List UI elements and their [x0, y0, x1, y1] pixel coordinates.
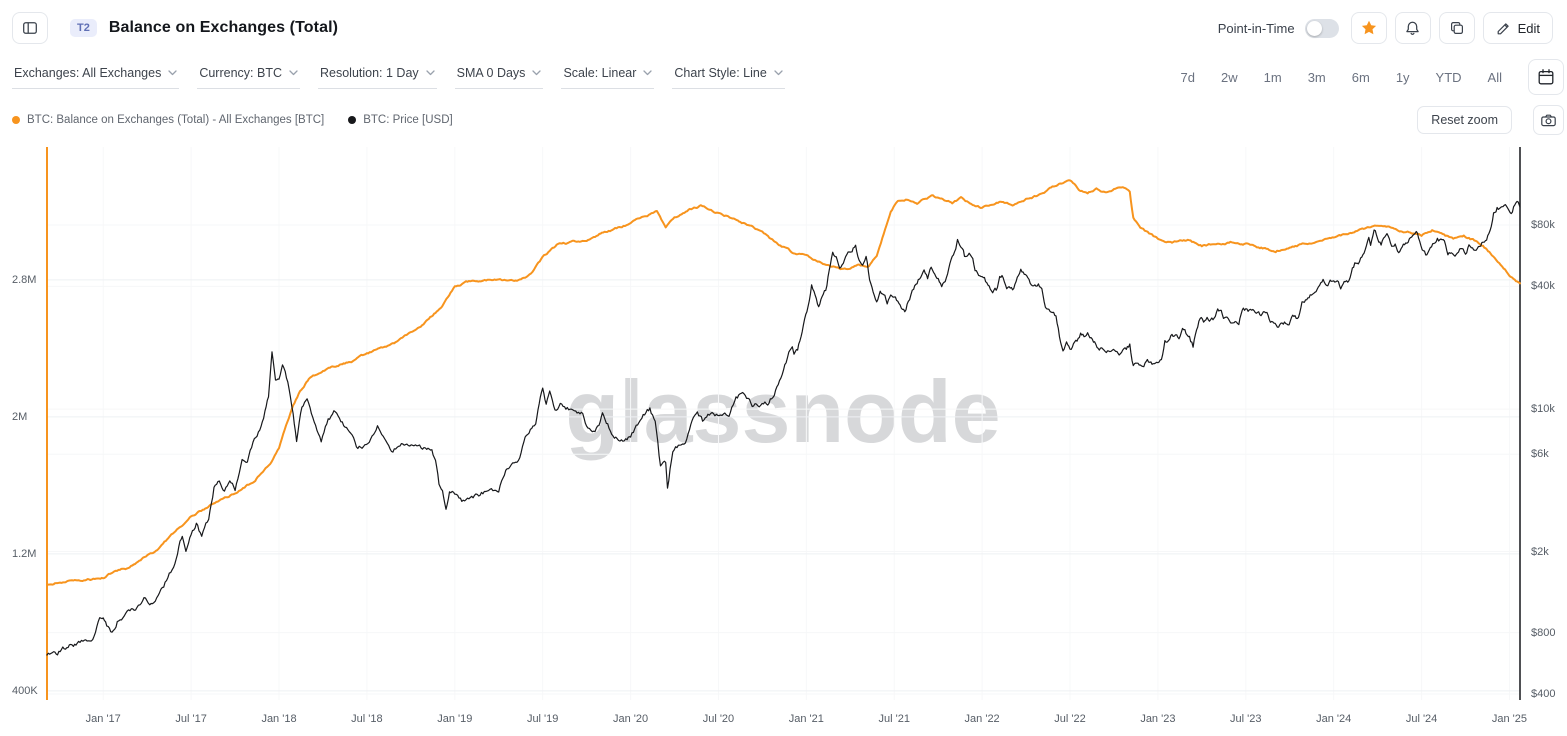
- point-in-time-toggle[interactable]: [1304, 18, 1339, 38]
- filter-chart-style-label: Chart Style: Line: [674, 65, 767, 80]
- camera-icon: [1541, 114, 1556, 126]
- legend-items: BTC: Balance on Exchanges (Total) - All …: [12, 114, 453, 126]
- left-axis-tick-label: 2.8M: [12, 273, 37, 286]
- legend-bar: BTC: Balance on Exchanges (Total) - All …: [0, 101, 1567, 139]
- bell-icon: [1406, 21, 1419, 35]
- x-axis-tick-label: Jul '22: [1054, 713, 1086, 725]
- range-button-6m[interactable]: 6m: [1351, 69, 1370, 85]
- legend-dot: [348, 116, 357, 124]
- chevron-down-icon: [774, 69, 783, 75]
- reset-zoom-button[interactable]: Reset zoom: [1417, 106, 1512, 134]
- favorite-button[interactable]: [1350, 12, 1387, 44]
- filter-exchanges[interactable]: Exchanges: All Exchanges: [12, 65, 180, 89]
- filter-chart-style[interactable]: Chart Style: Line: [672, 65, 785, 89]
- x-axis-tick-label: Jan '25: [1491, 713, 1528, 725]
- x-axis-tick-label: Jan '20: [612, 713, 649, 725]
- chevron-down-icon: [426, 69, 435, 75]
- range-button-7d[interactable]: 7d: [1180, 69, 1195, 85]
- filter-currency[interactable]: Currency: BTC: [197, 66, 300, 89]
- range-button-all[interactable]: All: [1487, 69, 1502, 85]
- range-button-1m[interactable]: 1m: [1263, 69, 1282, 85]
- right-axis-tick-label: $400: [1531, 688, 1556, 701]
- legend-item-1[interactable]: BTC: Price [USD]: [348, 114, 453, 126]
- copy-button[interactable]: [1438, 12, 1475, 44]
- right-axis-tick-label: $6k: [1531, 448, 1549, 461]
- legend-item-0[interactable]: BTC: Balance on Exchanges (Total) - All …: [12, 114, 324, 126]
- right-axis-tick-label: $10k: [1531, 403, 1555, 416]
- header: T2 Balance on Exchanges (Total) Point-in…: [0, 0, 1567, 56]
- filter-scale-label: Scale: Linear: [563, 65, 637, 80]
- alerts-button[interactable]: [1394, 12, 1431, 44]
- x-axis-tick-label: Jan '23: [1140, 713, 1176, 725]
- chevron-down-icon: [643, 69, 653, 75]
- left-axis-tick-label: 2M: [12, 410, 28, 423]
- toggle-knob: [1306, 20, 1322, 36]
- filter-resolution[interactable]: Resolution: 1 Day: [317, 65, 437, 89]
- x-axis-tick-label: Jan '24: [1316, 713, 1352, 725]
- x-axis-tick-label: Jan '21: [788, 713, 824, 725]
- calendar-icon: [1538, 69, 1554, 85]
- filter-sma[interactable]: SMA 0 Days: [454, 65, 544, 89]
- right-axis-tick-label: $40k: [1531, 280, 1555, 293]
- range-items: 7d 2w 1m 3m 6m 1y YTD All: [1181, 68, 1502, 87]
- filter-resolution-label: Resolution: 1 Day: [319, 65, 419, 80]
- legend-label: BTC: Balance on Exchanges (Total) - All …: [27, 114, 325, 126]
- x-axis-tick-label: Jan '19: [437, 713, 473, 725]
- legend-label: BTC: Price [USD]: [363, 114, 453, 126]
- sidebar-toggle-icon: [23, 22, 37, 34]
- chevron-down-icon: [532, 69, 542, 75]
- x-axis-tick-label: Jul '19: [526, 713, 559, 725]
- x-axis-tick-label: Jul '23: [1230, 713, 1262, 725]
- filter-sma-label: SMA 0 Days: [456, 65, 526, 80]
- chart-area: glassnode 2.8M 2M 1.2M 400K $80k $40k $10k $6k $…: [0, 140, 1567, 736]
- x-axis-tick-label: Jan '18: [261, 713, 297, 725]
- page-title: Balance on Exchanges (Total): [108, 19, 339, 36]
- pencil-icon: [1497, 22, 1509, 34]
- sidebar-toggle-button[interactable]: [12, 12, 48, 44]
- filter-currency-label: Currency: BTC: [199, 65, 282, 80]
- filter-scale[interactable]: Scale: Linear: [561, 65, 655, 89]
- balance-line: [46, 179, 1521, 586]
- right-axis-tick-label: $2k: [1531, 545, 1549, 558]
- right-axis-tick-label: $80k: [1531, 218, 1555, 231]
- calendar-button[interactable]: [1528, 59, 1564, 95]
- reset-zoom-label: Reset zoom: [1431, 113, 1498, 127]
- filter-exchanges-label: Exchanges: All Exchanges: [14, 65, 162, 80]
- x-axis-tick-label: Jan '17: [85, 713, 121, 725]
- range-selector: 7d 2w 1m 3m 6m 1y YTD All: [1181, 56, 1564, 98]
- edit-button-label: Edit: [1517, 20, 1540, 36]
- x-axis-tick-label: Jul '21: [878, 713, 910, 725]
- range-button-3m[interactable]: 3m: [1307, 69, 1326, 85]
- filter-items: Exchanges: All Exchanges Currency: BTC Res…: [12, 66, 785, 89]
- x-axis-tick-label: Jul '18: [351, 713, 383, 725]
- x-axis-tick-label: Jul '20: [702, 713, 735, 725]
- edit-button[interactable]: Edit: [1482, 12, 1553, 44]
- point-in-time-label: Point-in-Time: [1217, 20, 1295, 36]
- range-button-1y[interactable]: 1y: [1395, 69, 1410, 85]
- legend-dot: [12, 116, 20, 124]
- chevron-down-icon: [289, 69, 298, 75]
- range-button-2w[interactable]: 2w: [1221, 69, 1238, 85]
- right-axis-tick-label: $800: [1531, 626, 1556, 639]
- filter-bar: Exchanges: All Exchanges Currency: BTC Res…: [0, 56, 1567, 98]
- star-icon: [1361, 20, 1376, 35]
- range-button-ytd[interactable]: YTD: [1435, 69, 1462, 85]
- x-axis-tick-label: Jul '24: [1405, 713, 1438, 725]
- chart-plot[interactable]: [0, 140, 1567, 736]
- chevron-down-icon: [168, 69, 177, 75]
- screenshot-button[interactable]: [1533, 105, 1564, 135]
- copy-icon: [1450, 21, 1463, 34]
- x-axis-tick-label: Jul '17: [175, 713, 207, 725]
- x-axis-tick-label: Jan '22: [964, 713, 1000, 725]
- left-axis-tick-label: 400K: [12, 684, 38, 697]
- price-line: [46, 200, 1521, 656]
- tier-badge: T2: [70, 19, 97, 37]
- left-axis-tick-label: 1.2M: [12, 547, 37, 560]
